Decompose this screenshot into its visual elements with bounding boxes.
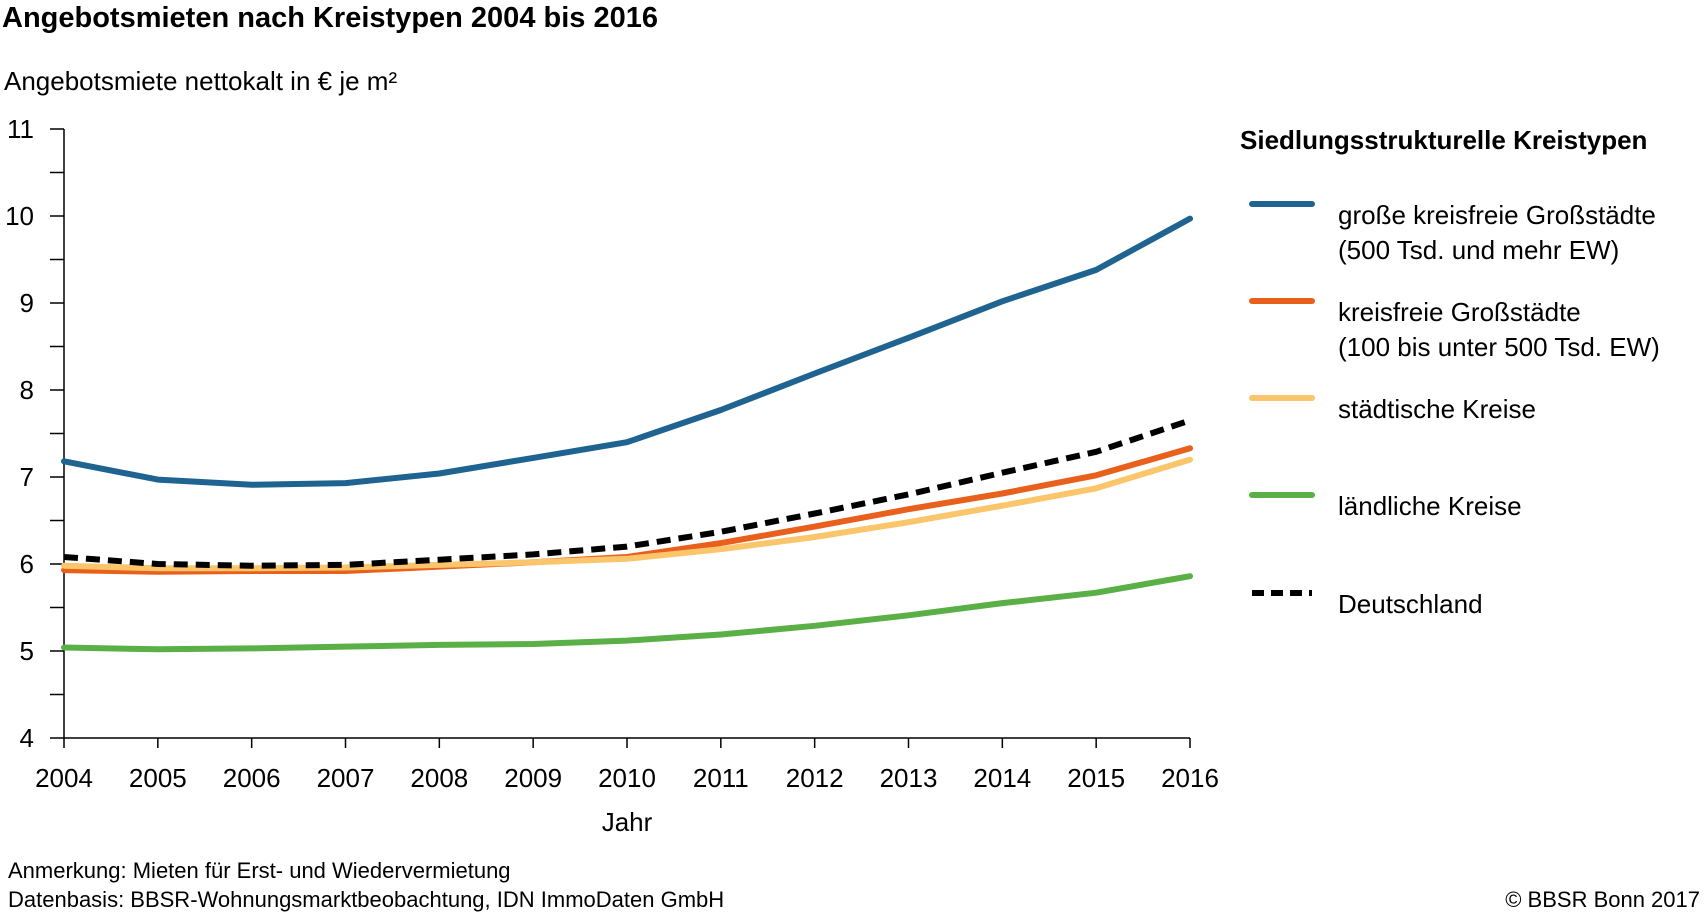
- legend-label: kreisfreie Großstädte: [1338, 297, 1581, 327]
- chart-title: Angebotsmieten nach Kreistypen 2004 bis …: [2, 2, 658, 34]
- legend-title: Siedlungsstrukturelle Kreistypen: [1240, 125, 1648, 155]
- series-line-1: [61, 445, 1193, 575]
- y-tick-label: 4: [20, 723, 34, 753]
- legend-label: Deutschland: [1338, 589, 1483, 619]
- x-tick-label: 2009: [504, 763, 562, 793]
- x-tick-label: 2012: [786, 763, 844, 793]
- chart-series-layer: [61, 215, 1193, 653]
- y-axis-label: Angebotsmiete nettokalt in € je m²: [4, 66, 398, 96]
- legend-item-laendliche-kreise: ländliche Kreise: [1248, 489, 1522, 524]
- y-tick-label: 5: [20, 636, 34, 666]
- series-line-4: [63, 417, 1191, 569]
- x-tick-label: 2007: [317, 763, 375, 793]
- x-tick-label: 2014: [973, 763, 1031, 793]
- legend-item-kreisfreie-grossstaedte: kreisfreie Großstädte (100 bis unter 500…: [1248, 295, 1660, 365]
- legend-item-grosse-kreisfreie-grossstaedte: große kreisfreie Großstädte (500 Tsd. un…: [1248, 198, 1656, 268]
- chart-axes: 4 5 6 7 8 9 10 11 2004 2005 2006 2007 2008 2009 2010 20…: [5, 114, 1219, 793]
- x-tick-label: 2016: [1161, 763, 1219, 793]
- x-tick-label: 2004: [35, 763, 93, 793]
- legend-swatch: [1252, 590, 1312, 596]
- legend-swatch: [1249, 201, 1315, 207]
- x-tick-label: 2010: [598, 763, 656, 793]
- legend-swatch: [1249, 395, 1315, 401]
- x-axis-label: Jahr: [602, 807, 653, 837]
- x-tick-label: 2015: [1067, 763, 1125, 793]
- copyright: © BBSR Bonn 2017: [1505, 887, 1700, 912]
- y-tick-label: 11: [7, 114, 34, 144]
- legend-label: große kreisfreie Großstädte: [1338, 200, 1656, 230]
- note-annotation: Anmerkung: Mieten für Erst- und Wiederve…: [8, 858, 511, 883]
- y-tick-label: 10: [5, 201, 34, 231]
- y-tick-label: 6: [20, 549, 34, 579]
- legend-item-deutschland: Deutschland: [1248, 587, 1483, 622]
- x-tick-label: 2005: [129, 763, 187, 793]
- legend-label-line2: (500 Tsd. und mehr EW): [1338, 235, 1620, 265]
- legend-label: ländliche Kreise: [1338, 491, 1522, 521]
- x-tick-label: 2006: [223, 763, 281, 793]
- note-data-source: Datenbasis: BBSR-Wohnungsmarktbeobachtun…: [8, 887, 725, 912]
- x-tick-label: 2008: [410, 763, 468, 793]
- legend-label-line2: (100 bis unter 500 Tsd. EW): [1338, 332, 1660, 362]
- y-tick-label: 9: [20, 288, 34, 318]
- legend-swatch: [1249, 298, 1315, 304]
- legend-label: städtische Kreise: [1338, 394, 1536, 424]
- x-tick-label: 2011: [693, 763, 749, 793]
- series-line-0: [61, 215, 1193, 488]
- series-line-2: [61, 456, 1193, 572]
- legend-item-staedtische-kreise: städtische Kreise: [1248, 392, 1536, 427]
- y-tick-label: 8: [20, 375, 34, 405]
- x-tick-label: 2013: [880, 763, 938, 793]
- legend-swatch: [1249, 492, 1315, 498]
- series-line-3: [61, 573, 1193, 653]
- y-tick-label: 7: [20, 462, 34, 492]
